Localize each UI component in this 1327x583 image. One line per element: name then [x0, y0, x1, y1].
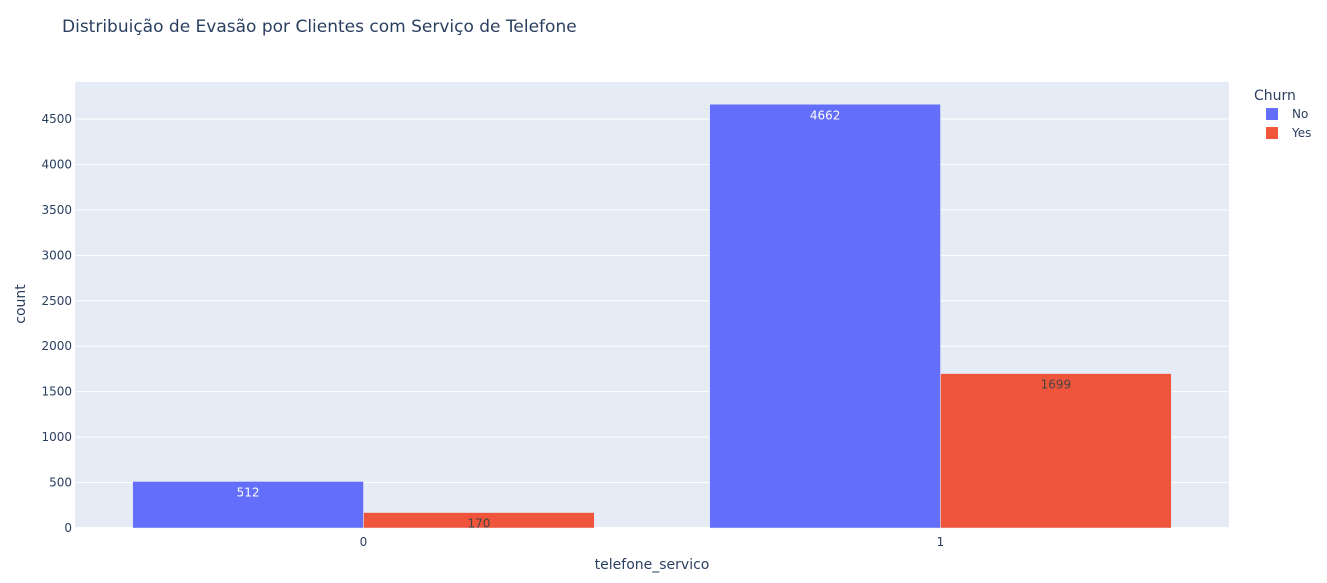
- bar-value-label: 512: [237, 485, 260, 499]
- y-tick-label: 3500: [41, 203, 72, 217]
- y-axis-ticks: 0 500 1000 1500 2000 2500 3000 3500 4000 4500: [41, 112, 72, 535]
- legend-item-yes[interactable]: Yes: [1291, 126, 1311, 140]
- bar-value-label: 4662: [810, 108, 841, 122]
- bar-yes-1[interactable]: [940, 373, 1172, 529]
- legend[interactable]: Churn No Yes: [1254, 88, 1311, 140]
- y-tick-label: 4000: [41, 157, 72, 171]
- y-tick-label: 2000: [41, 339, 72, 353]
- y-tick-label: 4500: [41, 112, 72, 126]
- y-tick-label: 500: [49, 476, 72, 490]
- bar-no-1[interactable]: [709, 104, 941, 529]
- x-axis-title: telefone_servico: [595, 557, 710, 573]
- chart-title: Distribuição de Evasão por Clientes com …: [62, 17, 577, 37]
- bar-labels: 512 170 4662 1699: [237, 108, 1072, 530]
- legend-swatch-no: [1266, 108, 1278, 120]
- legend-swatch-yes: [1266, 127, 1278, 139]
- y-tick-label: 1000: [41, 430, 72, 444]
- legend-item-no[interactable]: No: [1292, 107, 1308, 121]
- x-tick-label: 0: [360, 535, 368, 549]
- y-axis-title: count: [13, 284, 29, 324]
- y-tick-label: 3000: [41, 248, 72, 262]
- bar-yes-0[interactable]: [363, 512, 595, 529]
- y-tick-label: 0: [64, 521, 72, 535]
- bar-value-label: 170: [467, 517, 490, 531]
- legend-title: Churn: [1254, 88, 1296, 104]
- y-tick-label: 1500: [41, 385, 72, 399]
- bars: [132, 104, 1172, 529]
- bar-no-0[interactable]: [132, 481, 364, 529]
- bar-value-label: 1699: [1041, 378, 1072, 392]
- y-tick-label: 2500: [41, 294, 72, 308]
- x-tick-label: 1: [937, 535, 945, 549]
